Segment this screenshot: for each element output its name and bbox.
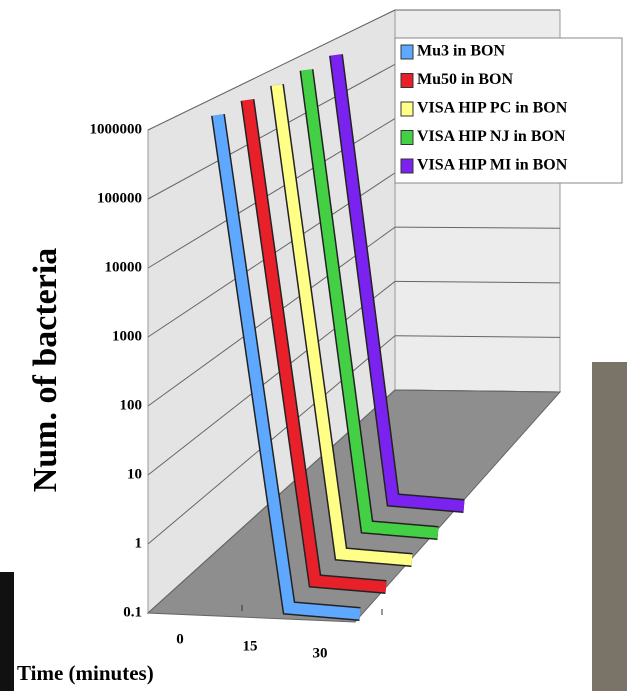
background-photo-fragment (0, 572, 14, 691)
x-tick-label: 30 (313, 645, 328, 661)
legend-label: VISA HIP MI in BON (417, 157, 568, 174)
y-tick-label: 0.1 (123, 604, 142, 620)
y-axis-title: Num. of bacteria (27, 248, 64, 493)
x-tick-label: 0 (176, 631, 184, 647)
y-tick-label: 1000000 (90, 121, 143, 137)
y-tick-label: 10 (127, 466, 142, 482)
y-tick-label: 100000 (97, 190, 142, 206)
x-axis-title: Time (minutes) (17, 661, 154, 685)
legend-label: Mu3 in BON (417, 43, 505, 60)
legend-label: VISA HIP NJ in BON (417, 128, 566, 145)
y-tick-label: 100 (120, 397, 143, 413)
y-tick-label: 10000 (105, 259, 143, 275)
background-photo-fragment (592, 362, 627, 691)
x-tick-label: 15 (243, 638, 258, 654)
legend-swatch (401, 45, 413, 59)
legend-swatch (401, 131, 413, 145)
legend-label: VISA HIP PC in BON (417, 100, 568, 117)
legend-label: Mu50 in BON (417, 71, 513, 88)
y-tick-label: 1 (135, 535, 143, 551)
legend-swatch (401, 159, 413, 173)
legend-swatch (401, 102, 413, 116)
chart: 0.1 1 10 100 1000 10000 100000 1000000 0 15 30 Num… (0, 0, 627, 691)
y-tick-label: 1000 (112, 328, 142, 344)
legend-swatch (401, 74, 413, 88)
